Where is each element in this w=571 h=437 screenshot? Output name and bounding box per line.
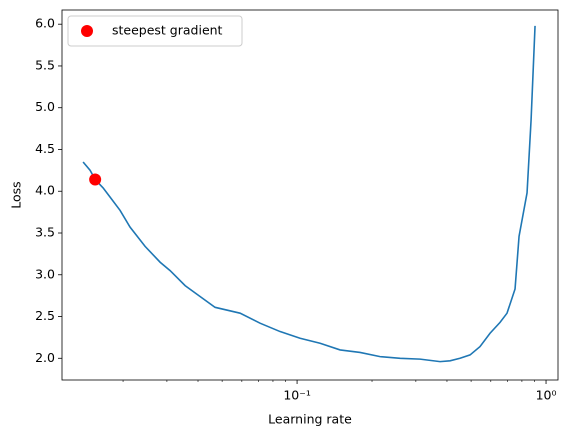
y-tick-label: 2.5 [35, 308, 55, 323]
y-tick-label: 6.0 [35, 16, 55, 31]
y-tick-label: 3.5 [35, 225, 55, 240]
scatter-point [89, 173, 102, 186]
x-tick-label: 10⁰ [536, 388, 557, 403]
y-tick-label: 5.0 [35, 99, 55, 114]
y-tick-label: 2.0 [35, 350, 55, 365]
y-tick-label: 3.0 [35, 266, 55, 281]
x-axis-label: Learning rate [268, 412, 352, 427]
y-tick-label: 4.0 [35, 183, 55, 198]
axes-frame [61, 9, 559, 381]
y-tick-label: 4.5 [35, 141, 55, 156]
y-tick-label: 5.5 [35, 57, 55, 72]
x-tick-label: 10⁻¹ [283, 388, 311, 403]
legend-box [67, 15, 243, 47]
legend-label: steepest gradient [112, 23, 223, 38]
y-axis-label: Loss [9, 181, 24, 208]
line-series [82, 25, 536, 363]
legend-marker [81, 25, 93, 37]
